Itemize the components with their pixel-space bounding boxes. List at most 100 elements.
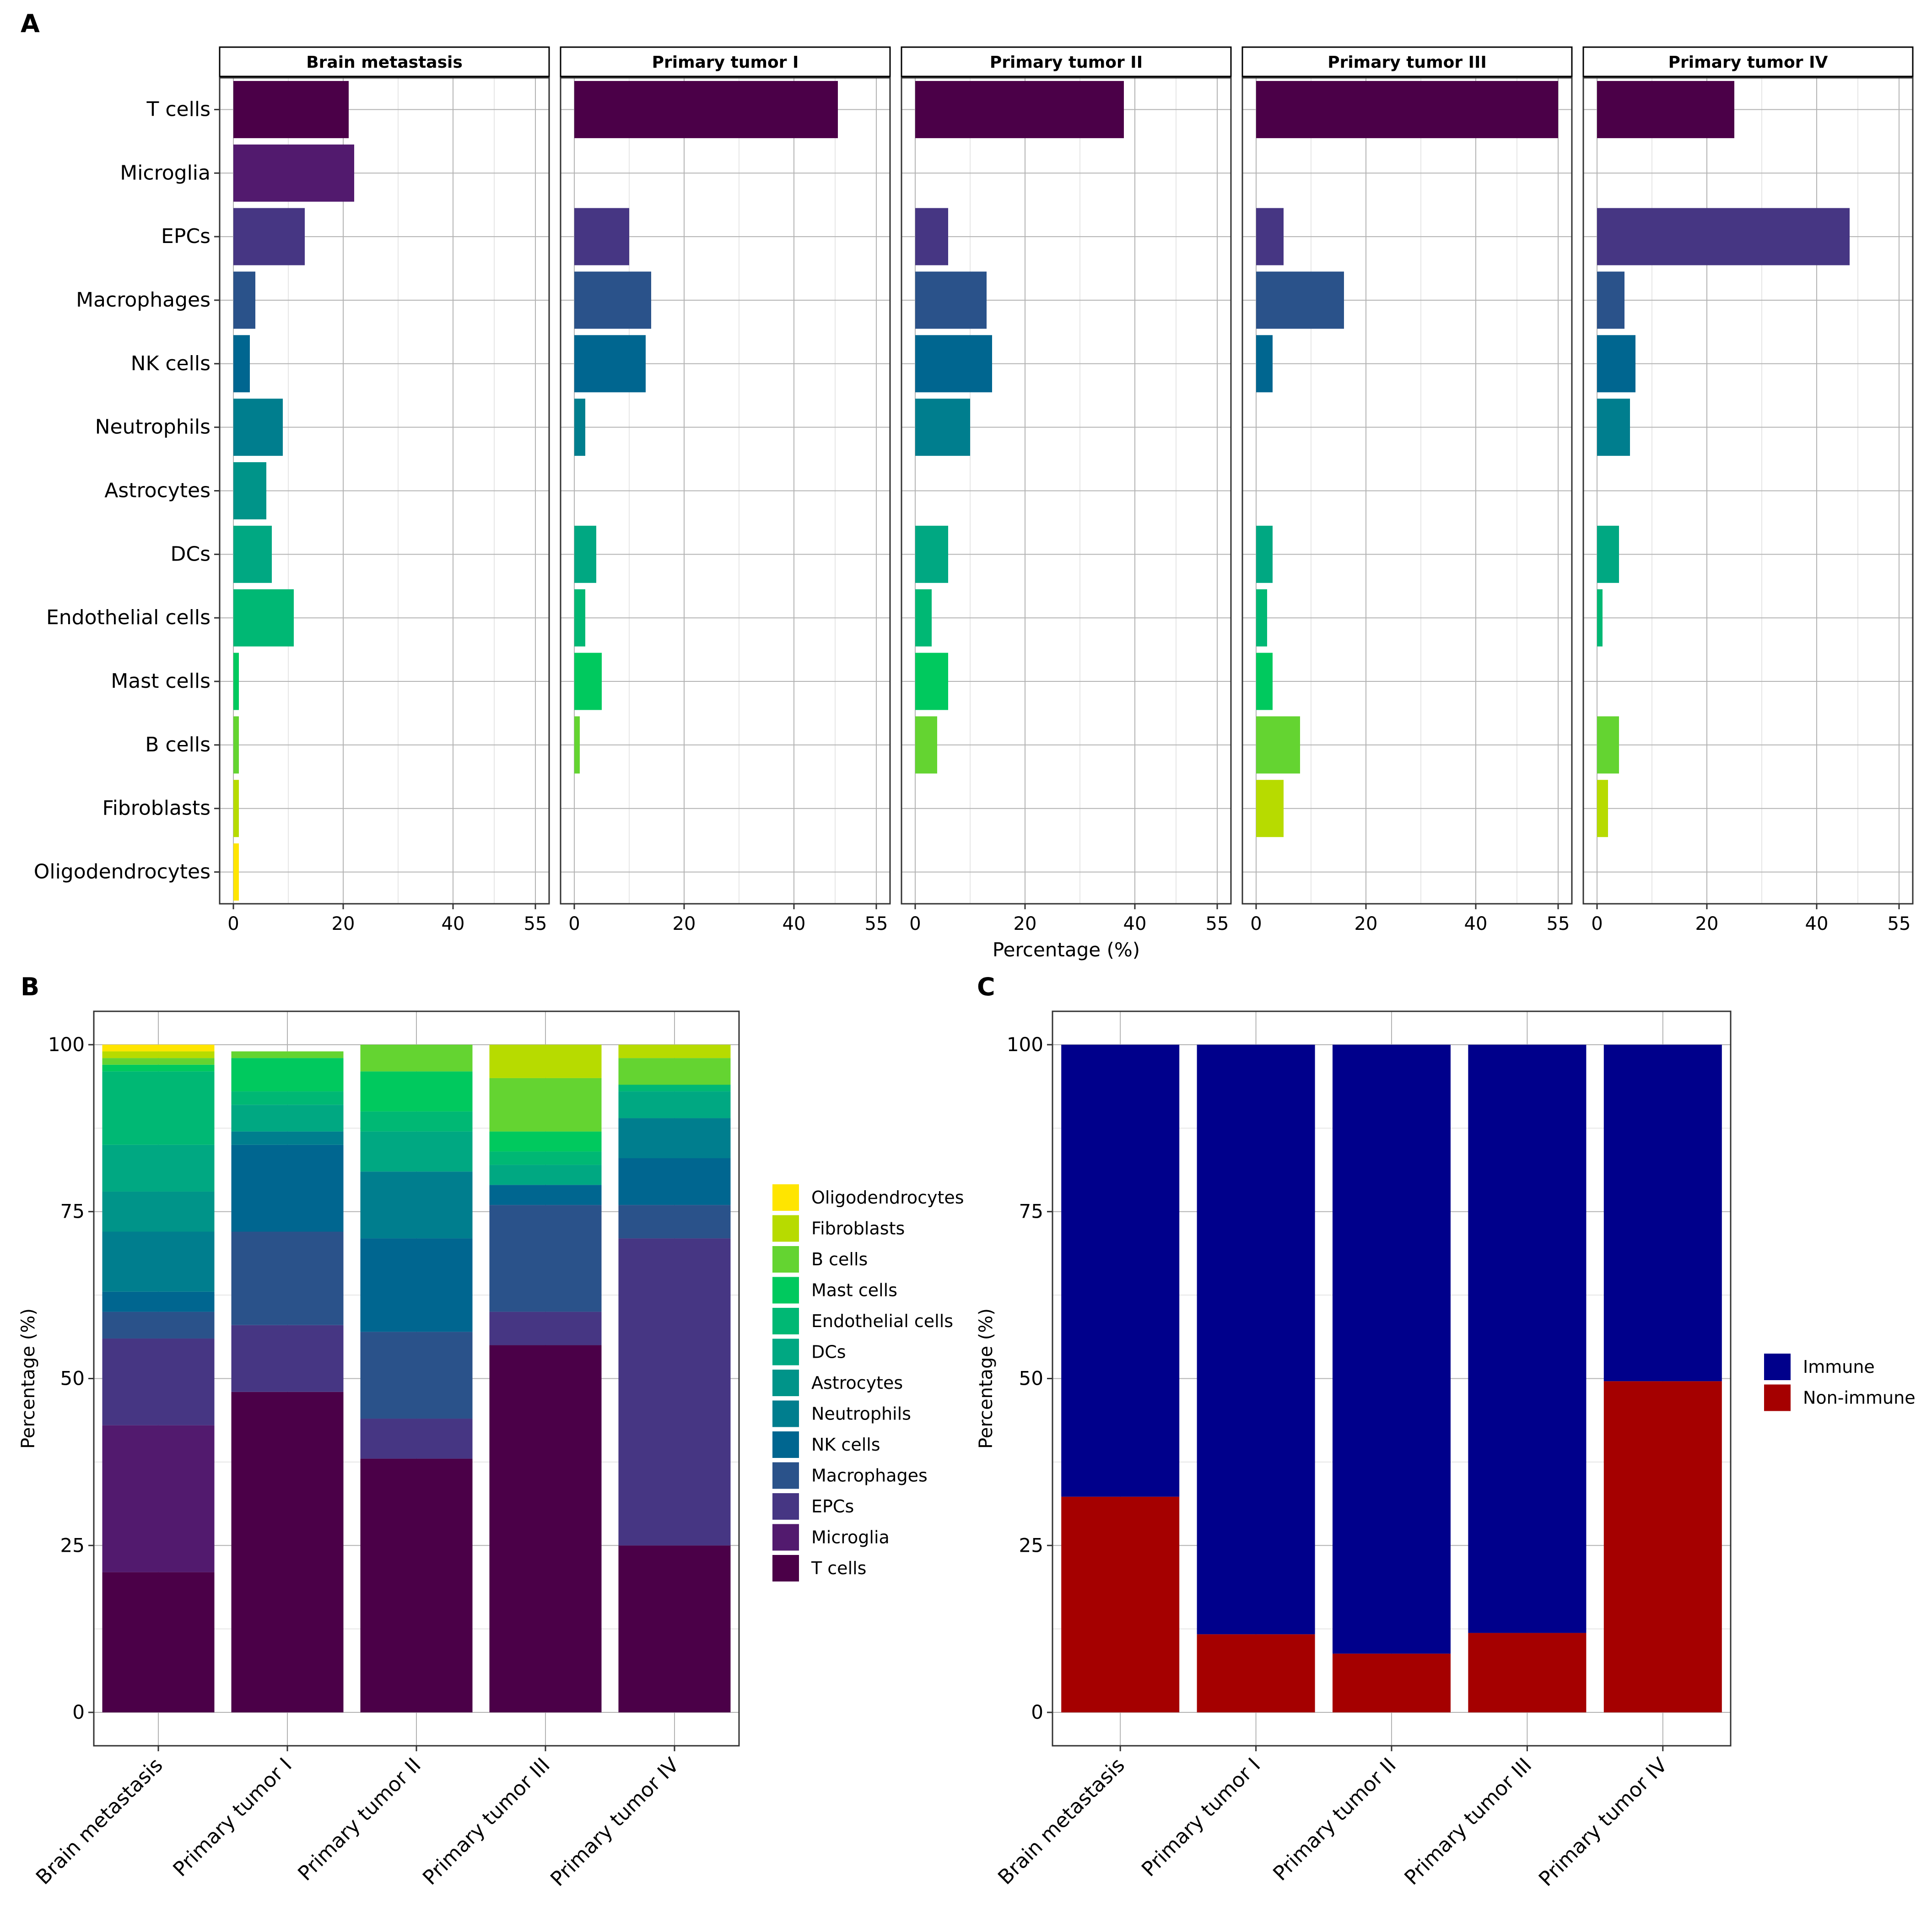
segment-non-immune	[1468, 1633, 1587, 1713]
segment-neutrophils	[360, 1171, 473, 1239]
x-tick-label: 0	[909, 913, 921, 934]
bar-neutrophils	[915, 399, 970, 456]
x-tick-label: 0	[568, 913, 580, 934]
y-tick-label: 50	[1019, 1367, 1043, 1390]
bar-neutrophils	[574, 399, 585, 456]
y-tick-label: 75	[60, 1200, 85, 1223]
legend-swatch-nk-cells	[772, 1431, 799, 1458]
bar-endothelial-cells	[233, 589, 294, 647]
segment-oligodendrocytes	[102, 1044, 215, 1052]
x-tick-label: 40	[783, 913, 806, 934]
bar-t-cells	[233, 81, 349, 138]
bar-nk-cells	[574, 335, 646, 393]
bar-t-cells	[915, 81, 1124, 138]
bar-fibroblasts	[1597, 780, 1608, 837]
bar-macrophages	[233, 271, 255, 329]
legend-label: NK cells	[811, 1435, 880, 1455]
x-tick-label: Primary tumor II	[1268, 1754, 1400, 1885]
segment-nk-cells	[618, 1158, 731, 1205]
bar-dcs	[1597, 525, 1619, 583]
bar-t-cells	[1597, 81, 1734, 138]
bar-microglia	[233, 144, 354, 202]
y-tick-label: DCs	[170, 542, 210, 566]
x-axis-title: Percentage (%)	[993, 939, 1140, 961]
bar-nk-cells	[233, 335, 250, 393]
bar-b-cells	[233, 716, 239, 774]
segment-mast-cells	[489, 1131, 602, 1152]
legend-label: Neutrophils	[811, 1404, 911, 1424]
segment-macrophages	[360, 1332, 473, 1419]
legend-swatch-astrocytes	[772, 1370, 799, 1396]
legend-label: Astrocytes	[811, 1373, 903, 1393]
bar-neutrophils	[233, 399, 283, 456]
y-tick-label: 0	[1031, 1701, 1043, 1723]
legend-swatch-neutrophils	[772, 1400, 799, 1427]
y-tick-label: T cells	[146, 97, 211, 121]
bar-mast-cells	[233, 653, 239, 710]
bar-epcs	[915, 208, 948, 265]
facet-title: Brain metastasis	[306, 53, 463, 72]
bar-endothelial-cells	[915, 589, 932, 647]
segment-dcs	[618, 1091, 731, 1118]
x-tick-label: 55	[1888, 913, 1911, 934]
legend: Oligodendrocytes Fibroblasts B cells Mast c…	[772, 1184, 964, 1581]
x-tick-label: 40	[442, 913, 465, 934]
facet-primary-tumor-i: Primary tumor I 0 20 40 55	[560, 46, 891, 934]
bar-t-cells	[1256, 81, 1558, 138]
segment-immune	[1468, 1044, 1587, 1633]
legend-label: EPCs	[811, 1496, 854, 1517]
segment-macrophages	[618, 1205, 731, 1239]
segment-microglia	[102, 1425, 215, 1572]
segment-dcs	[489, 1165, 602, 1185]
x-tick-label: 20	[673, 913, 696, 934]
bar-epcs	[1597, 208, 1850, 265]
legend-label: Endothelial cells	[811, 1311, 953, 1331]
y-tick-label: Neutrophils	[95, 416, 210, 439]
facet-primary-tumor-iv: Primary tumor IV 0 20 40 55	[1582, 46, 1914, 934]
legend-swatch-oligodendrocytes	[772, 1184, 799, 1211]
segment-endothelial-cells	[231, 1091, 344, 1105]
y-tick-label: 0	[72, 1701, 85, 1723]
bar-mast-cells	[1256, 653, 1273, 710]
segment-epcs	[489, 1312, 602, 1345]
bar-mast-cells	[574, 653, 602, 710]
legend-swatch-epcs	[772, 1493, 799, 1520]
y-tick-label: Astrocytes	[104, 479, 210, 502]
y-tick-label: 100	[48, 1033, 85, 1056]
x-tick-label: Primary tumor I	[1137, 1754, 1265, 1881]
legend-label: Microglia	[811, 1527, 890, 1548]
segment-macrophages	[489, 1205, 602, 1312]
bar-b-cells	[1256, 716, 1300, 774]
x-tick-label: Primary tumor II	[293, 1754, 425, 1885]
facet-panel-border	[901, 77, 1232, 905]
y-tick-label: EPCs	[161, 225, 210, 248]
legend-swatch-b-cells	[772, 1246, 799, 1273]
y-tick-label: Oligodendrocytes	[34, 860, 210, 884]
segment-non-immune	[1197, 1634, 1315, 1713]
segment-macrophages	[231, 1231, 344, 1325]
bar-dcs	[574, 525, 596, 583]
segment-non-immune	[1061, 1496, 1180, 1713]
segment-b-cells	[489, 1078, 602, 1132]
segment-nk-cells	[489, 1185, 602, 1205]
y-tick-label: Microglia	[120, 161, 210, 184]
segment-immune	[1603, 1044, 1722, 1382]
bar-b-cells	[574, 716, 580, 774]
segment-epcs	[360, 1419, 473, 1459]
bar-t-cells	[574, 81, 838, 138]
segment-mast-cells	[231, 1058, 344, 1092]
segment-t-cells	[360, 1458, 473, 1713]
segment-non-immune	[1603, 1381, 1722, 1713]
segment-neutrophils	[102, 1231, 215, 1292]
x-tick-label: Primary tumor I	[168, 1754, 296, 1881]
segment-fibroblasts	[102, 1051, 215, 1058]
segment-nk-cells	[231, 1144, 344, 1232]
y-tick-label: 75	[1019, 1200, 1043, 1223]
segment-neutrophils	[231, 1131, 344, 1145]
legend: Immune Non-immune	[1764, 1354, 1916, 1411]
segment-b-cells	[618, 1058, 731, 1085]
x-tick-label: 55	[1547, 913, 1570, 934]
x-tick-label: 0	[1591, 913, 1603, 934]
facet-panel-border	[1241, 77, 1573, 905]
legend-swatch-t-cells	[772, 1555, 799, 1581]
